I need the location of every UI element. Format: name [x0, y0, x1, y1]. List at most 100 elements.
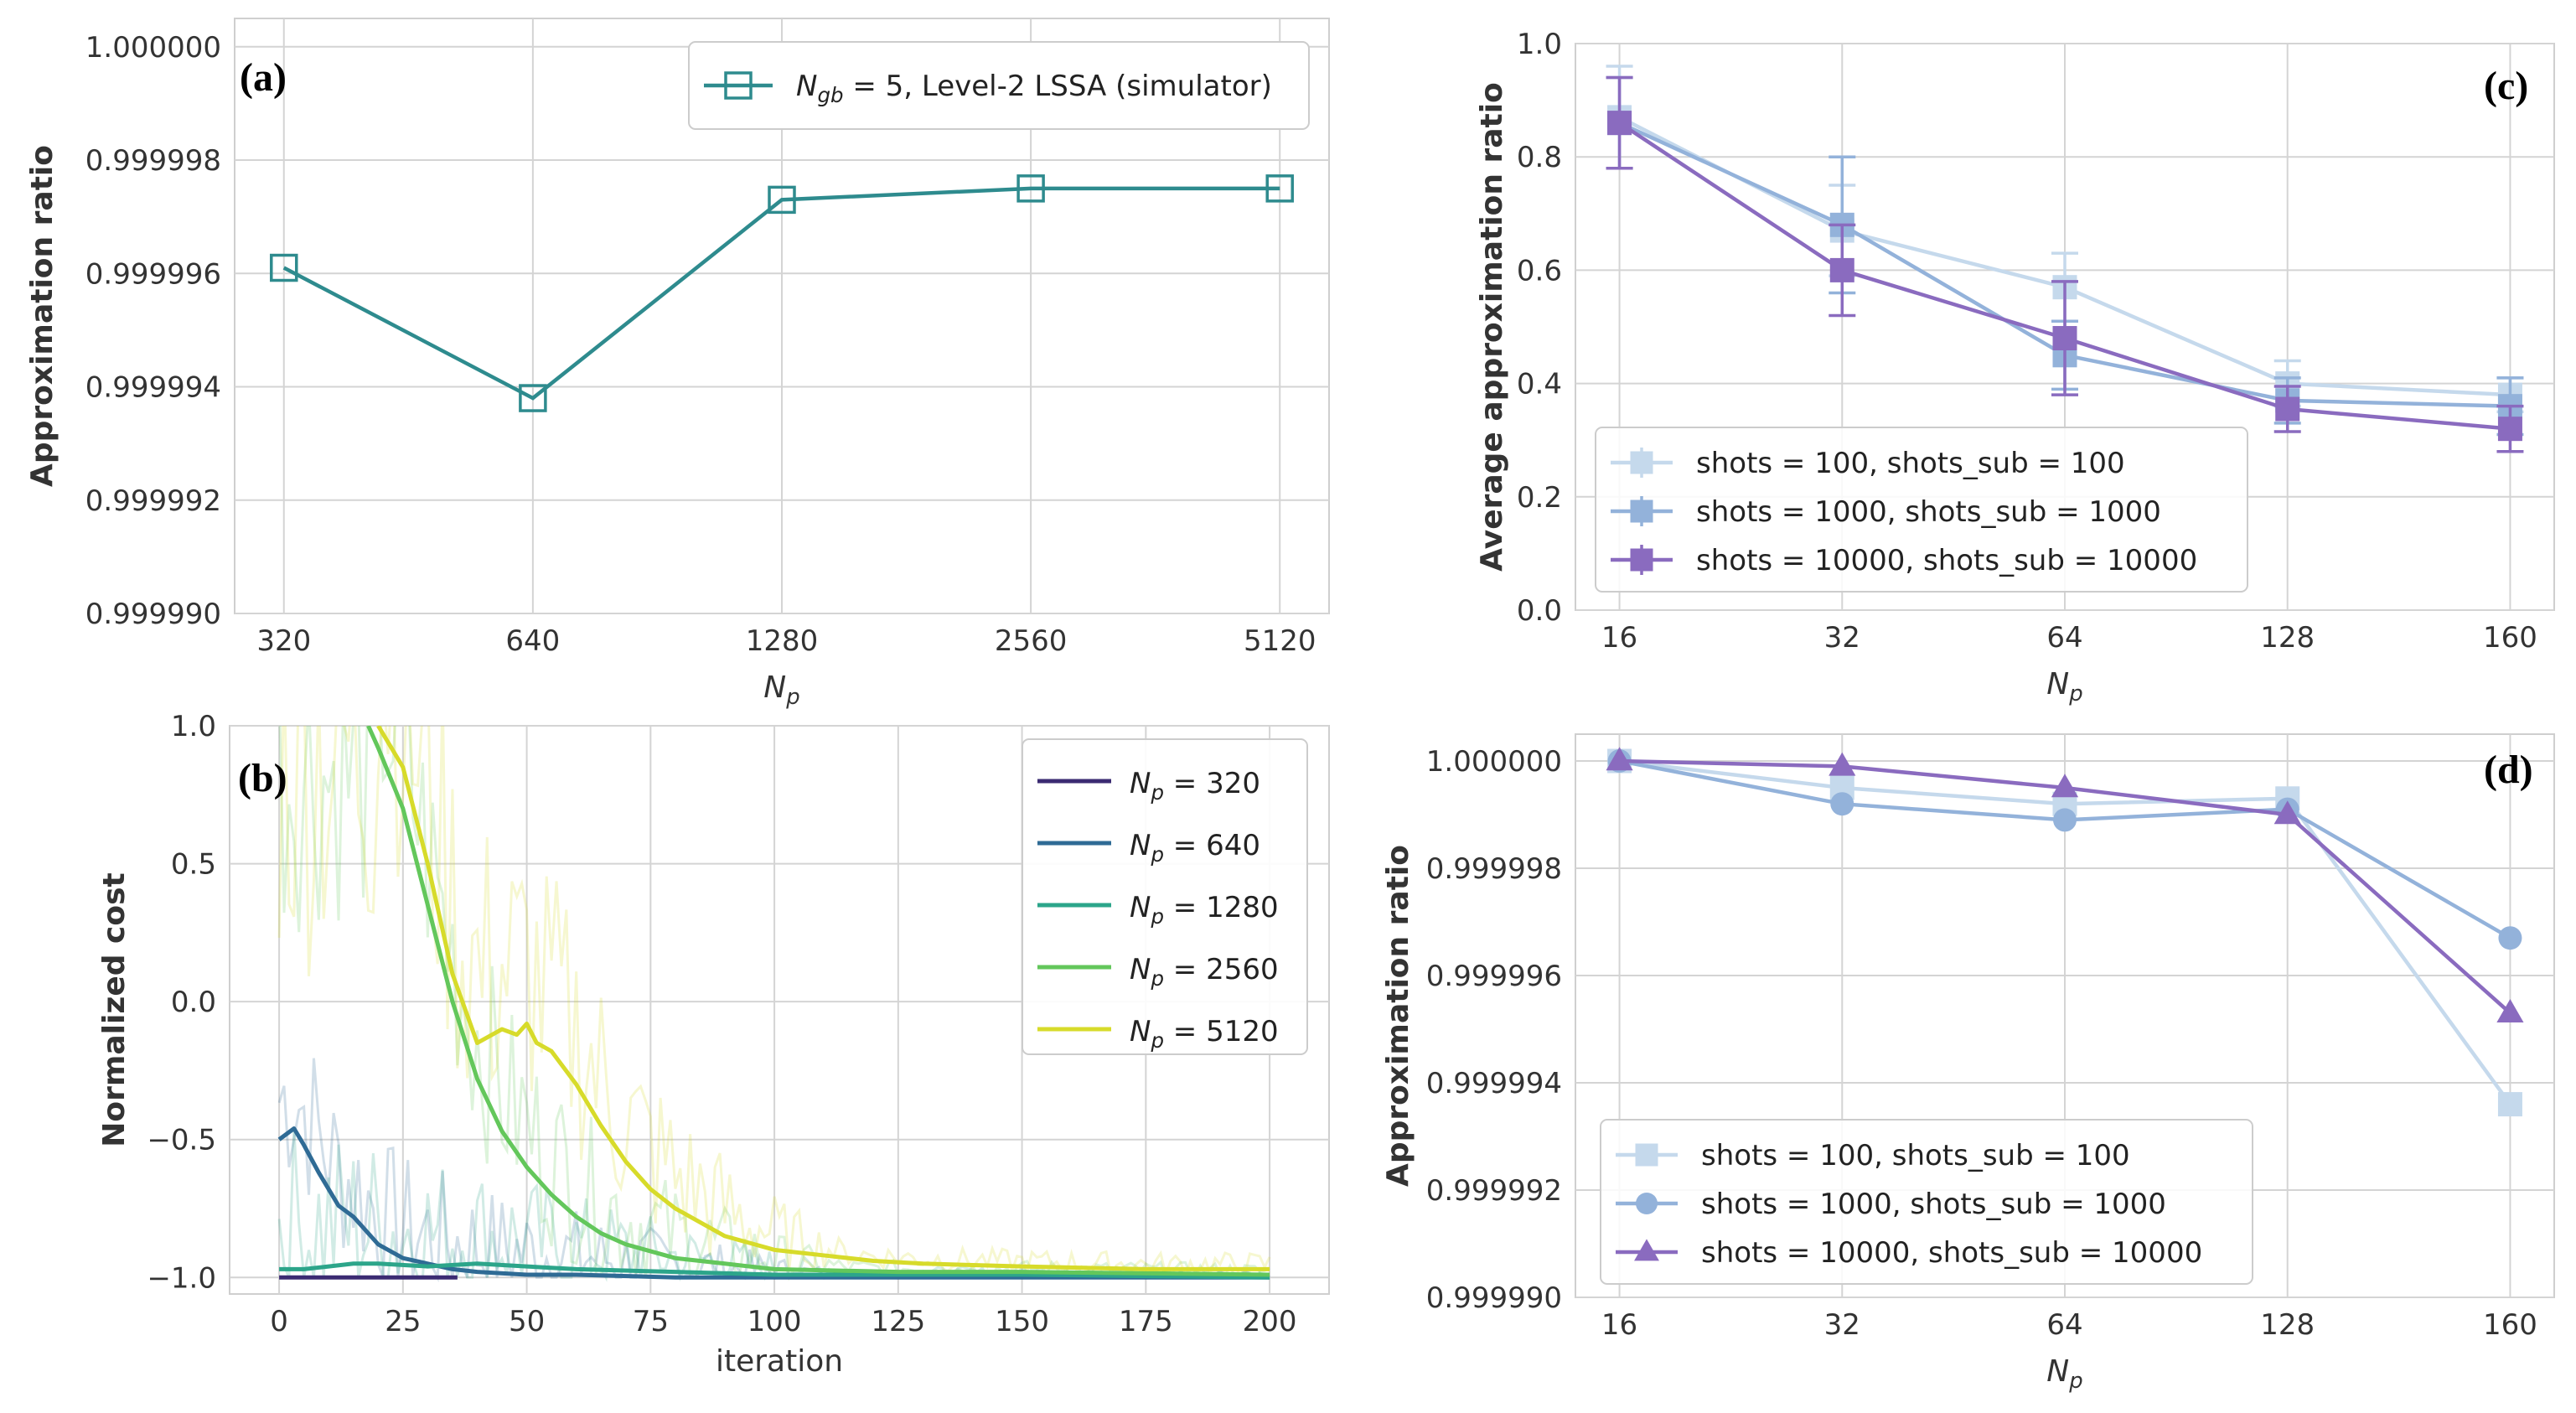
legend-label: shots = 10000, shots_sub = 10000 — [1701, 1236, 2202, 1270]
x-tick-label: 128 — [2260, 1308, 2315, 1342]
x-tick-label: 320 — [256, 624, 311, 658]
y-tick-label: 0.6 — [1517, 254, 1562, 287]
legend-label: Np = 320 — [1130, 767, 1260, 805]
data-point — [2275, 396, 2300, 422]
y-axis-label: Normalized cost — [97, 872, 132, 1146]
legend-box — [1022, 738, 1308, 1055]
y-tick-label: 1.0 — [171, 710, 216, 743]
data-point — [2053, 808, 2077, 832]
y-tick-label: 0.999990 — [1426, 1281, 1562, 1315]
series-2 — [1607, 749, 2522, 950]
x-axis-label: Np — [2046, 667, 2082, 706]
y-tick-label: 1.000000 — [1426, 745, 1562, 779]
data-point — [1607, 111, 1632, 136]
y-tick-label: 0.0 — [171, 986, 216, 1019]
data-point — [2497, 417, 2522, 442]
y-tick-label: 0.999992 — [85, 484, 221, 518]
data-point — [768, 185, 796, 215]
y-tick-label: 0.5 — [171, 848, 216, 882]
legend-label: Np = 640 — [1130, 829, 1260, 867]
data-point — [1830, 792, 1854, 816]
y-tick-label: 0.999990 — [85, 598, 221, 631]
y-tick-label: 0.8 — [1517, 141, 1562, 174]
legend-marker — [1630, 499, 1653, 523]
x-tick-label: 50 — [509, 1305, 545, 1338]
x-tick-label: 128 — [2260, 621, 2315, 655]
data-point — [1606, 747, 1633, 771]
x-tick-label: 150 — [995, 1305, 1049, 1338]
legend-label: shots = 100, shots_sub = 100 — [1696, 447, 2125, 480]
y-tick-label: 0.999994 — [85, 371, 221, 405]
legend-label: shots = 100, shots_sub = 100 — [1701, 1139, 2130, 1172]
legend-box — [688, 41, 1310, 130]
data-point — [2497, 1092, 2522, 1117]
panel-label-a: (a) — [240, 55, 287, 100]
y-tick-label: 1.0 — [1517, 28, 1562, 61]
x-axis-label: Np — [763, 670, 799, 710]
series-line — [282, 186, 1280, 401]
x-tick-label: 16 — [1601, 621, 1637, 655]
legend-marker — [1630, 548, 1653, 572]
raw-trace-5 — [277, 726, 1271, 1281]
series-line-3 — [279, 1261, 1270, 1280]
y-axis-label: Average approximation ratio — [1475, 82, 1509, 572]
x-tick-label: 25 — [385, 1305, 421, 1338]
y-axis-label: Approximation ratio — [25, 145, 59, 487]
x-tick-label: 640 — [505, 624, 560, 658]
panel-d: 16 32 64 128 160 1.000000 0.999998 0.999996 0.99… — [1381, 733, 2555, 1394]
x-tick-label: 200 — [1243, 1305, 1297, 1338]
y-tick-label: 0.999996 — [85, 257, 221, 291]
data-point — [1016, 174, 1045, 203]
x-tick-label: 175 — [1119, 1305, 1173, 1338]
x-tick-label: 1280 — [746, 624, 819, 658]
data-point — [2051, 774, 2079, 798]
x-tick-label: 5120 — [1244, 624, 1316, 658]
data-point — [2052, 326, 2077, 351]
y-tick-label: 0.999998 — [1426, 852, 1562, 886]
data-point — [1829, 752, 1856, 776]
data-point — [2496, 999, 2524, 1022]
x-tick-label: 75 — [633, 1305, 669, 1338]
data-point — [519, 384, 547, 412]
x-tick-label: 100 — [747, 1305, 802, 1338]
series-line-4 — [366, 726, 1270, 1277]
y-axis-label: Approximation ratio — [1381, 845, 1415, 1187]
y-tick-label: 0.999992 — [1426, 1174, 1562, 1208]
panel-c: 16 32 64 128 160 1.0 0.8 0.6 0.4 0.2 0.0 Np Average … — [1475, 28, 2555, 706]
legend-box — [1595, 427, 2248, 593]
y-tick-label: 0.4 — [1517, 368, 1562, 401]
legend-label: shots = 1000, shots_sub = 1000 — [1696, 495, 2161, 529]
legend-label: Np = 2560 — [1130, 953, 1279, 991]
panel-label-b: (b) — [238, 756, 287, 800]
legend-marker — [1630, 451, 1653, 474]
series-3 — [1606, 747, 2524, 1022]
y-tick-label: 0.999998 — [85, 144, 221, 178]
legend-marker — [1636, 1193, 1658, 1214]
panel-b: 0 25 50 75 100 125 150 175 200 1.0 0.5 0.0 −0.5 −1.0 i… — [97, 710, 1330, 1379]
legend-label: shots = 10000, shots_sub = 10000 — [1696, 544, 2197, 577]
legend-label: Np = 5120 — [1130, 1015, 1279, 1053]
data-point — [2498, 926, 2522, 950]
y-tick-label: 1.000000 — [85, 31, 221, 65]
y-tick-label: −0.5 — [147, 1124, 216, 1157]
data-point — [1829, 257, 1854, 282]
series-line-5 — [376, 726, 1270, 1271]
data-point — [1265, 174, 1294, 203]
plot-content — [277, 726, 1271, 1283]
legend-marker — [1635, 1143, 1658, 1167]
series-line-2 — [277, 1126, 1270, 1280]
legend-label: shots = 1000, shots_sub = 1000 — [1701, 1188, 2166, 1221]
legend-marker — [724, 71, 753, 100]
x-tick-label: 32 — [1824, 621, 1860, 655]
y-tick-label: 0.2 — [1517, 481, 1562, 515]
panel-label-c: (c) — [2484, 64, 2528, 108]
y-tick-label: 0.999996 — [1426, 960, 1562, 993]
legend-box — [1600, 1119, 2253, 1285]
series-3 — [1606, 75, 2524, 453]
x-tick-label: 160 — [2483, 1308, 2537, 1342]
series-1 — [270, 174, 1294, 412]
x-tick-label: 125 — [871, 1305, 925, 1338]
y-tick-label: 0.999994 — [1426, 1067, 1562, 1100]
x-tick-label: 16 — [1601, 1308, 1637, 1342]
